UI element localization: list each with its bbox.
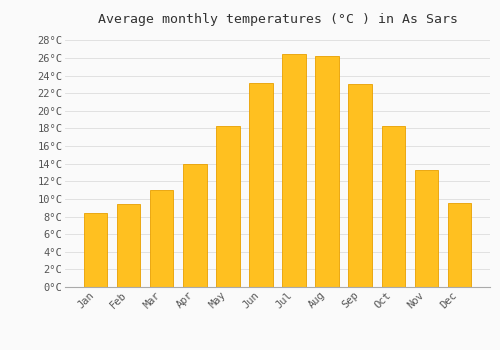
Bar [250,84,272,287]
Bar [184,164,206,287]
Bar [84,213,108,287]
Bar [282,54,306,287]
Bar [448,203,470,287]
Bar [118,204,141,287]
Bar [216,126,240,287]
Bar [414,170,438,287]
Bar [382,126,404,287]
Bar [150,190,174,287]
Bar [316,56,338,287]
Title: Average monthly temperatures (°C ) in As Sars: Average monthly temperatures (°C ) in As… [98,13,458,26]
Bar [348,84,372,287]
